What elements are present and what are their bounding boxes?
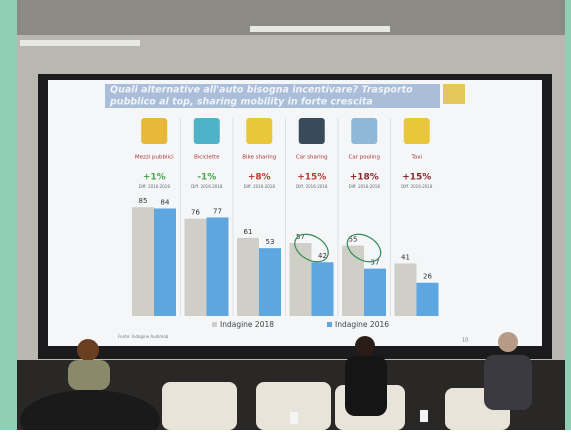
value-label: 76 [191,209,200,217]
bar [206,217,229,316]
change-label: +18% [350,173,379,183]
slide-title: Quali alternative all'auto bisogna incen… [110,85,413,96]
bar [132,207,154,316]
person [68,360,110,390]
category-label: Car sharing [296,155,328,161]
highlight-oval [346,233,382,263]
legend-label: Indagine 2018 [220,320,274,329]
title-band [105,84,440,108]
bar [416,282,439,316]
value-label: 61 [244,228,253,236]
category-icon [351,118,378,144]
change-note: Diff. 2016-2018 [401,184,433,189]
person-head [498,332,518,352]
page-number: 10 [462,338,468,344]
category-label: Mezzi pubblici [135,155,174,161]
value-label: 85 [139,197,148,205]
bar [342,245,364,316]
person [345,356,387,416]
bar [184,218,207,316]
change-label: -1% [197,173,216,183]
bar [394,263,417,316]
value-label: 57 [296,233,305,241]
change-note: Diff. 2016-2018 [139,184,171,189]
value-label: 37 [371,259,380,267]
change-label: +1% [143,173,166,183]
value-label: 41 [401,254,410,262]
legend-swatch [212,322,217,327]
value-label: 53 [266,238,275,246]
change-label: +15% [402,173,431,183]
change-note: Diff. 2016-2018 [349,184,381,189]
category-icon [403,118,430,144]
category-icon [246,118,273,144]
value-label: 55 [349,236,358,244]
ceiling-light [250,26,390,32]
bar [311,262,334,316]
value-label: 77 [213,207,222,215]
cup [420,410,428,422]
change-note: Diff. 2016-2018 [191,184,223,189]
category-label: Car pooling [349,155,380,161]
person-head [355,336,375,356]
bar [154,208,176,316]
slide-title: pubblico al top, sharing mobility in for… [109,97,373,108]
category-label: Taxi [410,155,422,161]
category-icon [193,118,220,144]
chair [256,382,331,430]
logo [443,84,465,104]
category-icon [141,118,168,144]
legend-label: Indagine 2016 [335,320,389,329]
chair [162,382,237,430]
cup [290,412,298,424]
source: Fonte: Indagine Audimob [118,334,169,339]
change-note: Diff. 2016-2018 [296,184,328,189]
highlight-oval [294,233,329,263]
bar [259,248,281,316]
bar [237,237,259,316]
value-label: 26 [423,273,432,281]
audience-head [20,390,160,434]
change-label: +8% [248,173,271,183]
change-label: +15% [297,173,326,183]
value-label: 84 [161,198,170,206]
legend-swatch [327,322,332,327]
category-label: Bike sharing [242,155,276,161]
bar [364,268,386,316]
change-note: Diff. 2016-2018 [244,184,276,189]
bar [289,243,312,316]
person [484,355,532,410]
value-label: 42 [318,252,327,260]
person-head [77,339,99,361]
category-icon [298,118,325,144]
ceiling-light [20,40,140,46]
category-label: Biciclette [194,155,220,161]
